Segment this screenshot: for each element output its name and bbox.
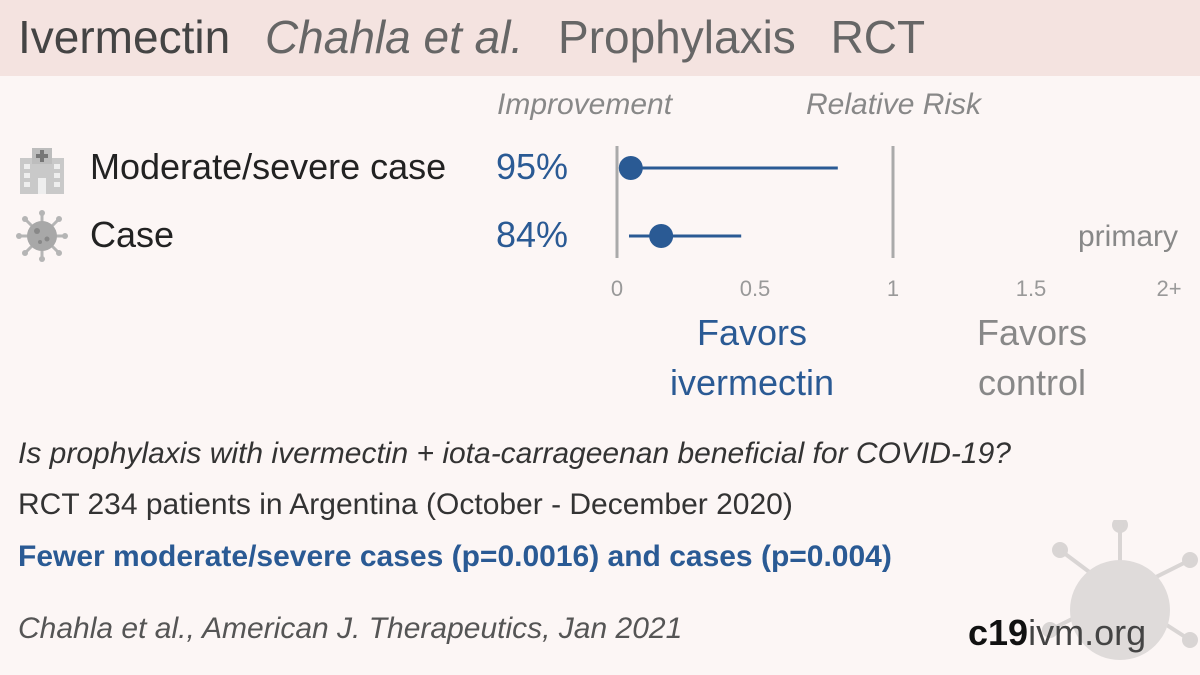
favors-control-line2: control: [977, 362, 1087, 403]
brand-suffix: ivm.org: [1028, 612, 1147, 653]
point-estimate: [618, 156, 643, 180]
favors-ivermectin-label: Favors ivermectin: [652, 308, 852, 408]
title-study: Chahla et al.: [264, 11, 524, 63]
title-design: RCT: [830, 11, 926, 63]
favors-control-label: Favors control: [932, 308, 1132, 408]
citation: Chahla et al., American J. Therapeutics,…: [18, 612, 683, 645]
relative-risk-column-header: Relative Risk: [806, 88, 982, 121]
x-tick-label: 1: [887, 276, 899, 301]
title-drug: Ivermectin: [18, 11, 231, 63]
x-tick-label: 0: [611, 276, 623, 301]
favors-treatment-line1: Favors: [696, 312, 808, 353]
outcome-label-moderate-severe: Moderate/severe case: [90, 146, 447, 187]
primary-tag: primary: [1078, 220, 1178, 253]
outcome-label-case: Case: [90, 214, 175, 255]
study-question: Is prophylaxis with ivermectin + iota-ca…: [18, 437, 1011, 470]
study-result: Fewer moderate/severe cases (p=0.0016) a…: [18, 540, 892, 573]
virus-icon: [16, 210, 68, 267]
x-tick-label: 2+: [1156, 276, 1181, 301]
x-tick-label: 0.5: [740, 276, 771, 301]
study-design: RCT 234 patients in Argentina (October -…: [18, 488, 793, 521]
improvement-column-header: Improvement: [497, 88, 673, 121]
x-tick-label: 1.5: [1016, 276, 1047, 301]
site-brand[interactable]: c19ivm.org: [968, 612, 1146, 654]
improvement-value-case: 84%: [496, 214, 569, 255]
improvement-value-moderate-severe: 95%: [496, 146, 569, 187]
favors-control-line1: Favors: [976, 312, 1088, 353]
header-bar: Ivermectin Chahla et al. Prophylaxis RCT: [0, 0, 1200, 76]
favors-treatment-line2: ivermectin: [669, 362, 835, 403]
hospital-icon: [16, 144, 68, 201]
brand-bold: c19: [968, 612, 1029, 653]
title-setting: Prophylaxis: [558, 11, 796, 63]
page-title: Ivermectin Chahla et al. Prophylaxis RCT: [18, 10, 947, 64]
point-estimate: [649, 224, 674, 248]
virus-watermark-icon: [1040, 517, 1200, 675]
